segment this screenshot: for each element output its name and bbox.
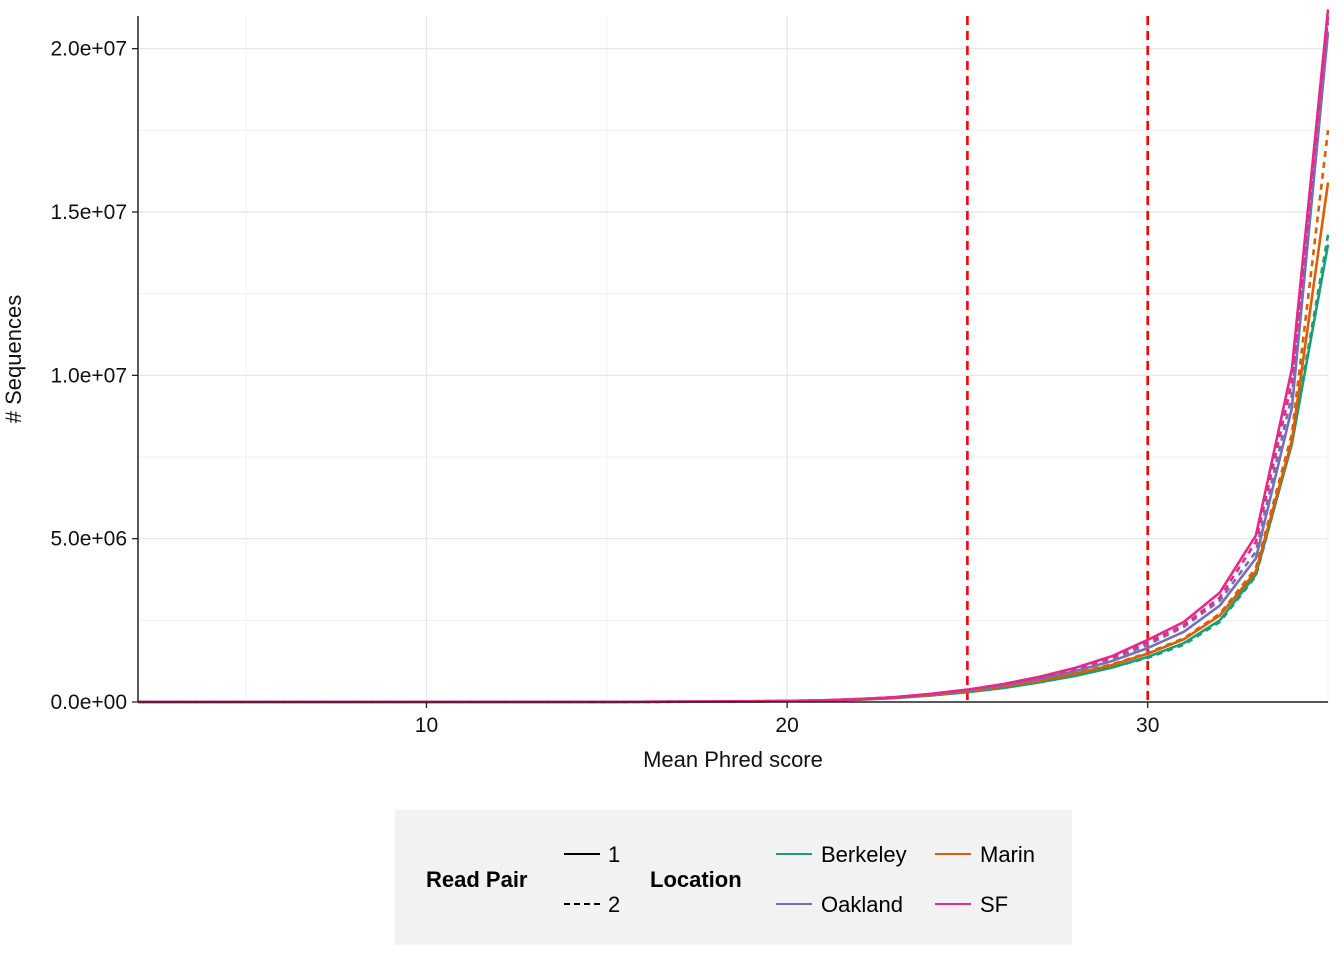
y-tick-label: 0.0e+00	[51, 691, 128, 714]
x-tick-label: 30	[1136, 714, 1159, 737]
y-tick-label: 1.0e+07	[51, 364, 128, 387]
series-line-sf-pair-2	[138, 15, 1330, 704]
y-tick-label: 2.0e+07	[51, 38, 128, 61]
reference-lines	[966, 16, 1149, 702]
legend-key-oakland	[776, 903, 812, 905]
legend-key-marin	[935, 853, 971, 855]
legend-title-location: Location	[650, 867, 742, 892]
series-lines	[138, 9, 1330, 704]
legend-key-read-pair-1	[564, 853, 600, 855]
series-line-oakland-pair-2	[138, 22, 1330, 704]
legend-key-sf	[935, 903, 971, 905]
legend-title-read-pair: Read Pair	[426, 867, 528, 892]
tick-labels: 10 20 30 0.0e+00 5.0e+06 1.0e+07 1.5e+07 2.0e+0…	[51, 38, 1160, 737]
axes	[132, 16, 1328, 708]
legend-key-read-pair-2	[564, 903, 600, 905]
y-tick-label: 1.5e+07	[51, 201, 128, 224]
series-line-sf-pair-1	[138, 9, 1330, 704]
legend-label-read-pair-1: 1	[608, 842, 621, 867]
legend-label-sf: SF	[980, 892, 1009, 917]
series-line-marin-pair-2	[138, 130, 1330, 704]
y-tick-label: 5.0e+06	[51, 528, 128, 551]
legend-label-marin: Marin	[980, 842, 1036, 867]
legend-label-read-pair-2: 2	[608, 892, 621, 917]
x-tick-label: 20	[775, 714, 798, 737]
series-line-berkeley-pair-1	[138, 244, 1330, 704]
x-axis-title: Mean Phred score	[643, 747, 823, 772]
legend-label-berkeley: Berkeley	[821, 842, 907, 867]
grid-lines	[138, 16, 1329, 703]
legend-label-oakland: Oakland	[821, 892, 903, 917]
y-axis-title: # Sequences	[1, 295, 26, 423]
x-tick-label: 10	[415, 714, 438, 737]
legend-key-berkeley	[776, 853, 812, 855]
series-line-berkeley-pair-2	[138, 234, 1330, 704]
series-line-marin-pair-1	[138, 182, 1330, 704]
legend: Read Pair 1 2 Location Berkeley Oakland …	[395, 810, 1072, 945]
series-line-oakland-pair-1	[138, 32, 1330, 704]
